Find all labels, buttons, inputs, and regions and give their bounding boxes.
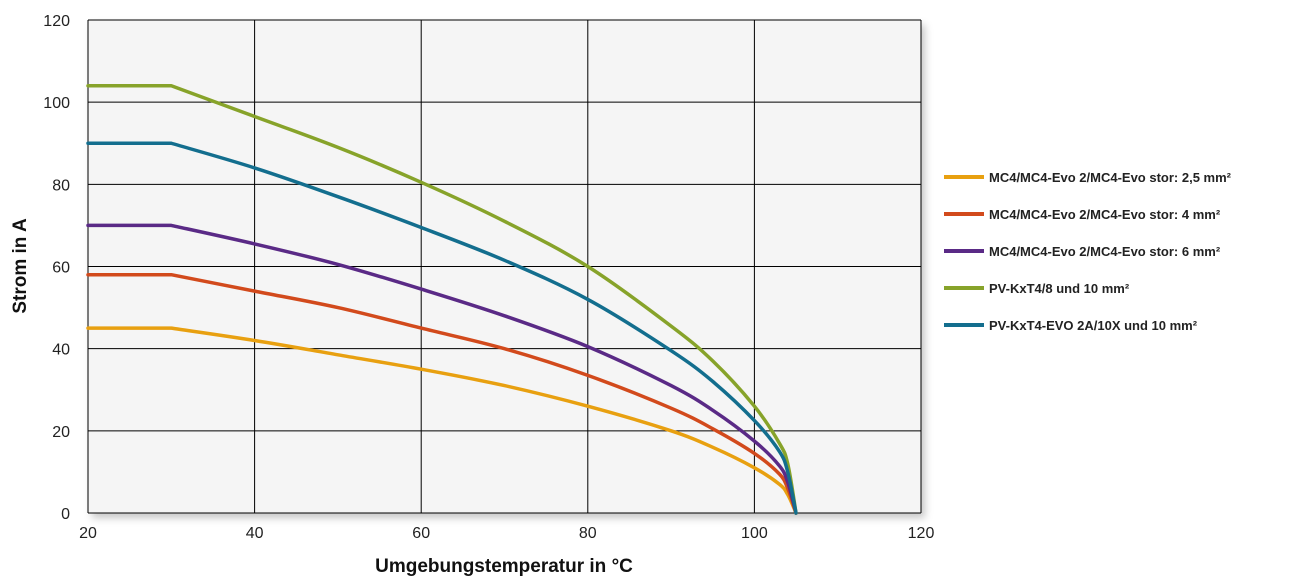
y-tick-label: 0 [61,506,70,523]
y-tick-labels: 0 20 40 60 80 100 120 [43,13,70,523]
grid [87,19,922,514]
series-line-5 [86,141,798,515]
series-line-1 [86,326,798,515]
legend-label: PV-KxT4-EVO 2A/10X und 10 mm² [989,318,1198,333]
y-tick-label: 60 [52,260,70,277]
series-line-3 [86,223,798,515]
x-tick-label: 120 [908,525,935,542]
y-tick-label: 80 [52,177,70,194]
series-line-4 [86,83,798,515]
y-tick-label: 120 [43,13,70,30]
y-tick-label: 40 [52,342,70,359]
legend-label: MC4/MC4-Evo 2/MC4-Evo stor: 2,5 mm² [989,170,1232,185]
x-axis-title: Umgebungstemperatur in °C [375,556,633,577]
x-tick-label: 60 [412,525,430,542]
series-line-2 [86,272,798,515]
x-tick-labels: 20 40 60 80 100 120 [79,525,934,542]
series-group [86,83,798,515]
x-tick-label: 100 [741,525,768,542]
y-tick-label: 20 [52,424,70,441]
x-tick-label: 80 [579,525,597,542]
x-tick-label: 40 [246,525,264,542]
legend-label: MC4/MC4-Evo 2/MC4-Evo stor: 4 mm² [989,207,1221,222]
x-tick-label: 20 [79,525,97,542]
y-tick-label: 100 [43,95,70,112]
legend-label: PV-KxT4/8 und 10 mm² [989,281,1130,296]
legend: MC4/MC4-Evo 2/MC4-Evo stor: 2,5 mm² MC4/M… [944,170,1232,333]
y-axis-title: Strom in A [10,218,31,314]
legend-label: MC4/MC4-Evo 2/MC4-Evo stor: 6 mm² [989,244,1221,259]
